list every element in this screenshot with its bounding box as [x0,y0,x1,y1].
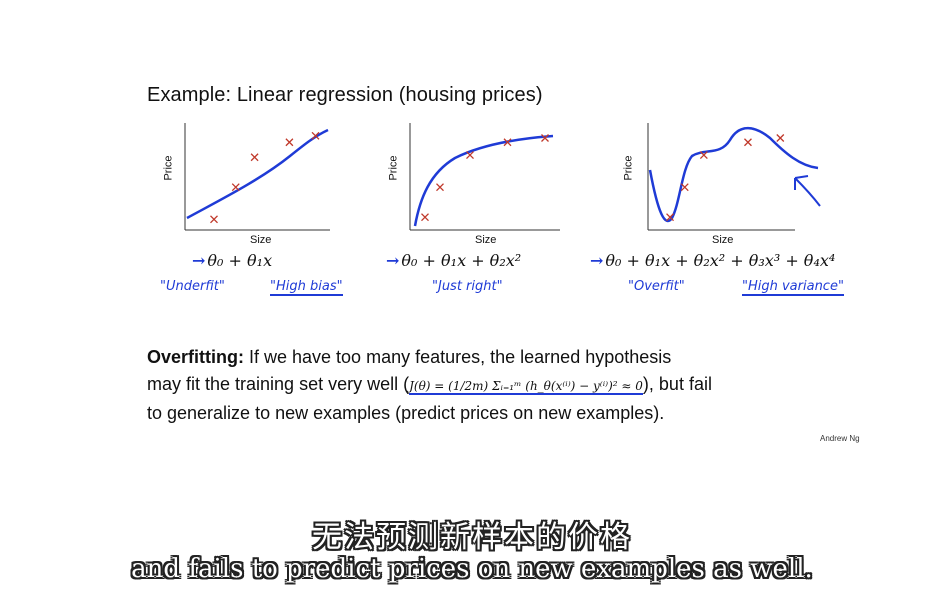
note-just-right: "Just right" [432,279,503,294]
data-points [210,131,320,224]
x-axis-label: Size [712,234,734,246]
data-points [421,134,549,222]
data-point [250,153,259,162]
subtitle-english: and fails to predict prices on new examp… [131,554,813,584]
note-underfit: "Underfit" [160,279,225,294]
note-high-bias: "High bias" [270,279,343,296]
fit-curve [186,128,329,220]
data-point [541,134,549,142]
arrow-icon: → [590,251,604,270]
data-point [285,138,294,147]
cost-formula: J(θ) = (1/2m) Σᵢ₌₁ᵐ (h_θ(x⁽ⁱ⁾) − y⁽ⁱ⁾)² … [409,379,643,395]
data-point [231,183,240,192]
data-point [311,131,320,140]
arrow-icon: → [386,251,400,270]
plot-just-right: Price Size [385,118,585,246]
data-point [421,213,429,222]
data-point [666,213,675,222]
subtitle-chinese: 无法预测新样本的价格 [312,520,632,555]
data-point [466,151,474,160]
data-point [776,134,785,142]
x-axis-label: Size [475,234,497,246]
plot-just-right-svg [409,123,560,231]
plot-overfit: Price Size [620,118,835,246]
data-point [210,215,218,224]
fit-curve [648,126,819,223]
data-point [503,138,512,147]
data-point [680,183,689,192]
plot-underfit-svg [184,123,330,231]
data-point [436,183,444,192]
plot-underfit: Price Size [160,118,360,246]
note-high-variance: "High variance" [742,279,844,296]
fit-curve [413,134,554,227]
plot-overfit-svg [647,123,821,231]
slide-title: Example: Linear regression (housing pric… [147,84,543,106]
hypothesis-2: → θ₀ + θ₁x + θ₂x² [386,251,522,270]
x-axis-label: Size [250,234,272,246]
note-overfit: "Overfit" [628,279,685,294]
arrow-icon: → [192,251,206,270]
arrow-annotation [794,175,821,207]
overfitting-paragraph: Overfitting: If we have too many feature… [147,347,712,423]
author-credit: Andrew Ng [820,434,860,443]
hypothesis-3: → θ₀ + θ₁x + θ₂x² + θ₃x³ + θ₄x⁴ [590,251,836,270]
hypothesis-1: → θ₀ + θ₁x [192,251,273,270]
data-point [699,151,708,160]
data-points [666,134,785,222]
data-point [744,138,752,147]
overfitting-term: Overfitting: [147,347,244,367]
